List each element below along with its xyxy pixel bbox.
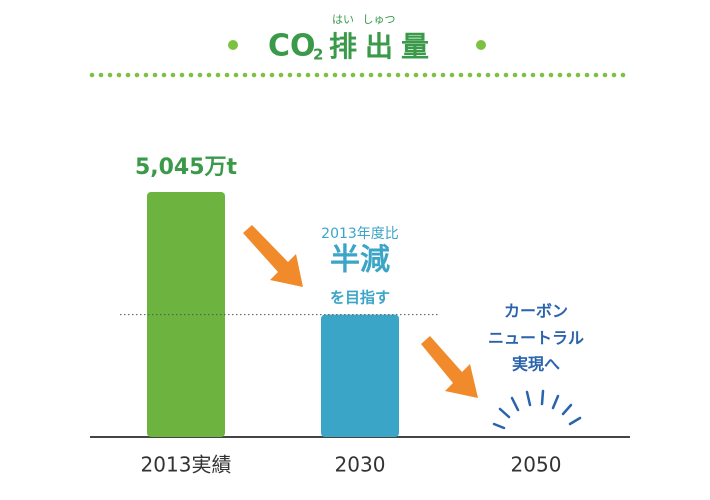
- dot: [386, 72, 392, 78]
- title-ruby: しゅつ: [363, 13, 396, 26]
- dot: [602, 72, 608, 78]
- title-kanji: 出: [365, 30, 393, 63]
- dot: [413, 72, 419, 78]
- dot: [521, 72, 527, 78]
- dot: [179, 72, 185, 78]
- title-sub: 2: [313, 46, 323, 64]
- dot: [278, 72, 284, 78]
- dot: [422, 72, 428, 78]
- dot: [440, 72, 446, 78]
- dot: [152, 72, 158, 78]
- dot: [377, 72, 383, 78]
- x-tick-label: 2050: [511, 453, 562, 477]
- dot: [143, 72, 149, 78]
- dot: [557, 72, 563, 78]
- dot: [620, 72, 626, 78]
- dot: [260, 72, 266, 78]
- burst: [492, 389, 582, 430]
- dot: [296, 72, 302, 78]
- title-kanji: 量: [401, 30, 429, 63]
- value-label: 5,045万t: [135, 155, 238, 180]
- dot: [593, 72, 599, 78]
- annotation: 2013年度比: [321, 226, 399, 242]
- dot: [368, 72, 374, 78]
- x-tick-label: 2030: [335, 453, 386, 477]
- dot: [125, 72, 131, 78]
- dot: [341, 72, 347, 78]
- dot: [476, 72, 482, 78]
- title-ruby: はい: [332, 13, 354, 26]
- annotation: カーボン: [504, 302, 568, 321]
- dot: [314, 72, 320, 78]
- annotation: ニュートラル: [488, 329, 584, 348]
- dot: [197, 72, 203, 78]
- dot: [512, 72, 518, 78]
- dot: [431, 72, 437, 78]
- title-underline: [89, 72, 626, 78]
- dot: [350, 72, 356, 78]
- annotation: 半減: [330, 243, 390, 278]
- dot: [233, 72, 239, 78]
- arrow: [243, 225, 303, 287]
- bar: [321, 314, 399, 437]
- dot: [566, 72, 572, 78]
- dot: [458, 72, 464, 78]
- dot: [188, 72, 194, 78]
- bar: [147, 192, 225, 437]
- dot: [116, 72, 122, 78]
- chart-title: CO2 排出量 はい しゅつ: [268, 13, 429, 64]
- dot: [269, 72, 275, 78]
- dot: [287, 72, 293, 78]
- dot: [161, 72, 167, 78]
- dot: [548, 72, 554, 78]
- arrow: [421, 336, 478, 398]
- dot: [395, 72, 401, 78]
- dot: [404, 72, 410, 78]
- title-kanji: 排: [329, 30, 357, 63]
- dot: [485, 72, 491, 78]
- dot: [98, 72, 104, 78]
- dot: [305, 72, 311, 78]
- dot: [107, 72, 113, 78]
- dot: [251, 72, 257, 78]
- dot: [530, 72, 536, 78]
- dot: [584, 72, 590, 78]
- dot: [503, 72, 509, 78]
- dot: [215, 72, 221, 78]
- dot: [494, 72, 500, 78]
- annotation: 実現へ: [512, 355, 560, 374]
- dot: [89, 72, 95, 78]
- dot: [539, 72, 545, 78]
- dot: [134, 72, 140, 78]
- dot: [359, 72, 365, 78]
- dot: [323, 72, 329, 78]
- title-dot: [476, 40, 486, 50]
- dot: [170, 72, 176, 78]
- title-text: CO: [268, 29, 316, 64]
- dot: [332, 72, 338, 78]
- dot: [206, 72, 212, 78]
- dot: [242, 72, 248, 78]
- annotation: を目指す: [330, 289, 390, 307]
- dot: [449, 72, 455, 78]
- x-tick-label: 2013実績: [141, 453, 232, 477]
- dot: [467, 72, 473, 78]
- dot: [224, 72, 230, 78]
- dot: [611, 72, 617, 78]
- title-dot: [228, 40, 238, 50]
- dot: [575, 72, 581, 78]
